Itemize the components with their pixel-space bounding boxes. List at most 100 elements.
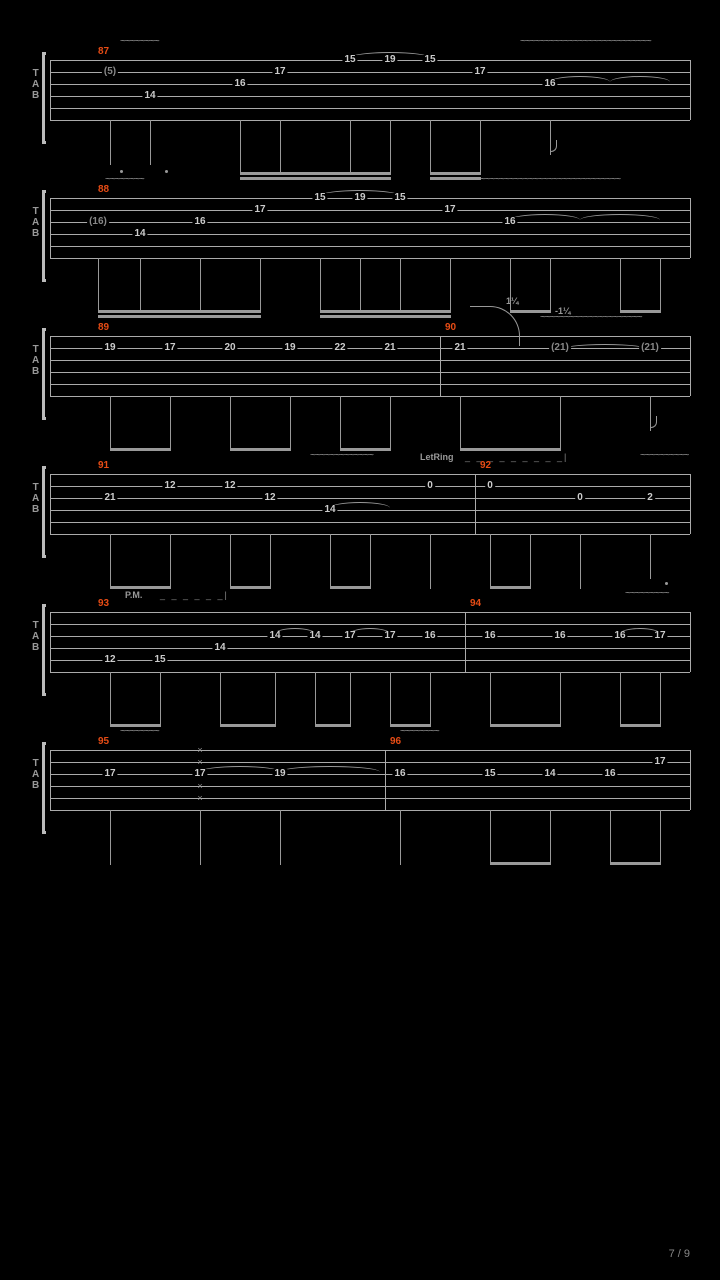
beam [320, 315, 451, 318]
fret-number: 17 [472, 67, 487, 77]
fret-number: 15 [422, 55, 437, 65]
tab-system: TAB~~~~~~~~~~~~~~~~9596××××1717191615141… [50, 750, 690, 830]
staff-line [50, 510, 690, 511]
fret-number: (5) [102, 67, 118, 77]
note-stem [290, 396, 291, 451]
fret-number: 20 [222, 343, 237, 353]
staff-line [50, 336, 690, 337]
staff: TAB~~~~~~~~~~~~~~~~9596××××1717191615141… [50, 750, 690, 830]
beam [610, 862, 661, 865]
tab-system: TAB~~~~~~~~~~~~~~~~~~~~~~~LetRing_ _ _ _… [50, 474, 690, 554]
fret-number: 14 [267, 631, 282, 641]
note-stem [620, 258, 621, 313]
beam [110, 448, 171, 451]
system-bracket [42, 328, 46, 420]
annotation-text: P.M. [125, 590, 142, 600]
staff-line [50, 258, 690, 259]
note-stem [270, 534, 271, 589]
note-stem [530, 534, 531, 589]
staff-line [50, 246, 690, 247]
tie [510, 214, 580, 220]
measure-number: 96 [390, 736, 401, 747]
beam [490, 724, 561, 727]
fret-number: 14 [322, 505, 337, 515]
measure-number: 94 [470, 598, 481, 609]
system-bracket [42, 52, 46, 144]
tab-system: TAB~~~~~~~~~~~~~~~~~~~~~89901¼-1¼1917201… [50, 336, 690, 416]
note-stem [480, 120, 481, 175]
note-stem [360, 258, 361, 313]
fret-number: (21) [549, 343, 571, 353]
note-stem [610, 810, 611, 865]
staff-line [50, 384, 690, 385]
tab-system: TAB~~~~~~~~~~~~~~~~~~~~~~~~~~~~~~~~~~~87… [50, 60, 690, 140]
muted-note: × [197, 745, 202, 755]
note-stem [220, 672, 221, 727]
measure-number: 89 [98, 322, 109, 333]
barline [50, 60, 51, 120]
annotation-text: _ _ _ _ _ _| [160, 590, 229, 600]
fret-number: 16 [232, 79, 247, 89]
vibrato-mark: ~~~~~~~~ [120, 726, 159, 737]
beam [230, 586, 271, 589]
fret-number: (21) [639, 343, 661, 353]
fret-number: 19 [352, 193, 367, 203]
fret-number: 12 [262, 493, 277, 503]
fret-number: 0 [485, 481, 495, 491]
fret-number: 17 [382, 631, 397, 641]
barline [50, 612, 51, 672]
measure-number: 88 [98, 184, 109, 195]
barline [50, 336, 51, 396]
barline [50, 750, 51, 810]
measure-number: 90 [445, 322, 456, 333]
rhythm-dot [665, 582, 668, 585]
fret-number: 0 [425, 481, 435, 491]
staff-line [50, 474, 690, 475]
fret-number: 17 [252, 205, 267, 215]
page-indicator: 7 / 9 [669, 1248, 690, 1260]
note-stem [110, 534, 111, 589]
tie [610, 76, 670, 82]
vibrato-mark: ~~~~~~~~ [105, 174, 144, 185]
note-stem [330, 534, 331, 589]
note-stem [390, 396, 391, 451]
fret-number: 16 [502, 217, 517, 227]
staff-line [50, 84, 690, 85]
tie [550, 76, 610, 82]
note-stem [430, 534, 431, 589]
staff-line [50, 72, 690, 73]
staff-line [50, 660, 690, 661]
system-bracket [42, 190, 46, 282]
fret-number: 14 [542, 769, 557, 779]
tie [330, 502, 390, 508]
note-stem [230, 534, 231, 589]
note-stem [430, 672, 431, 727]
tie [280, 766, 380, 772]
note-stem [390, 672, 391, 727]
note-stem [450, 258, 451, 313]
vibrato-mark: ~~~~~~~~~~ [640, 450, 688, 461]
tie [200, 766, 280, 772]
staff-line [50, 60, 690, 61]
barline [690, 198, 691, 258]
note-stem [350, 120, 351, 175]
note-stem [170, 534, 171, 589]
note-stem [370, 534, 371, 589]
staff-line [50, 396, 690, 397]
system-bracket [42, 466, 46, 558]
fret-number: 19 [272, 769, 287, 779]
fret-number: 14 [212, 643, 227, 653]
staff-line [50, 486, 690, 487]
staff-line [50, 108, 690, 109]
fret-number: 17 [272, 67, 287, 77]
note-stem [340, 396, 341, 451]
fret-number: 17 [652, 757, 667, 767]
systems-container: TAB~~~~~~~~~~~~~~~~~~~~~~~~~~~~~~~~~~~87… [30, 60, 690, 830]
staff-line [50, 612, 690, 613]
note-stem [240, 120, 241, 175]
beam [98, 310, 261, 313]
note-stem [315, 672, 316, 727]
fret-number: 16 [552, 631, 567, 641]
note-stem [650, 534, 651, 579]
beam [330, 586, 371, 589]
